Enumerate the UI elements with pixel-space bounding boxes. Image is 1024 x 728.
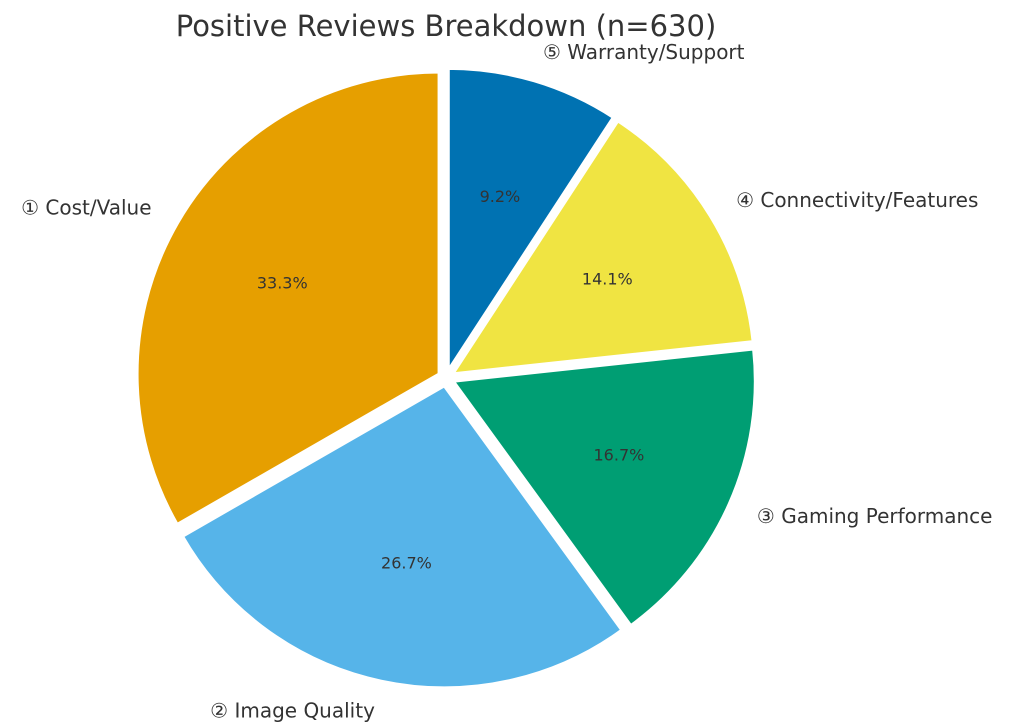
slice-percent-label-5: 9.2% [480,187,521,206]
pie-slices [135,66,757,690]
slice-percent-label-2: 26.7% [381,554,432,573]
chart-title: Positive Reviews Breakdown (n=630) [176,9,717,43]
slice-percent-label-1: 33.3% [257,274,308,293]
slice-category-label-3: ③ Gaming Performance [757,504,993,528]
pie-slice-3 [450,347,757,628]
pie-slice-2 [180,383,624,690]
slice-category-label-4: ④ Connectivity/Features [736,188,978,212]
slice-category-label-1: ① Cost/Value [21,196,151,220]
slice-category-label-2: ② Image Quality [210,699,375,723]
pie-slice-5 [446,66,616,376]
slice-category-label-5: ⑤ Warranty/Support [543,40,745,64]
pie-slice-1 [135,70,441,527]
slice-percent-label-3: 16.7% [594,445,645,464]
pie-labels: 33.3% ① Cost/Value 26.7% ② Image Quality 16.… [21,40,992,723]
pie-slice-4 [449,118,755,376]
slice-percent-label-4: 14.1% [582,270,633,289]
